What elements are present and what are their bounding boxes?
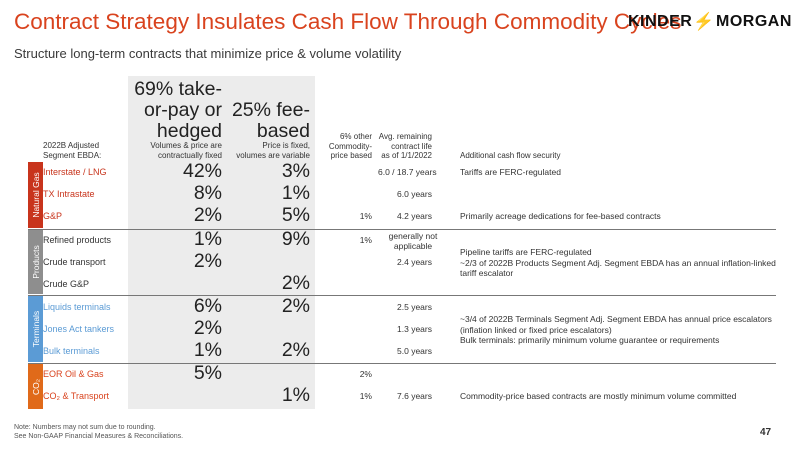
contract-life-value: 1.3 years — [397, 324, 432, 334]
group-label-products: Products — [28, 230, 43, 294]
fee-based-value: 1% — [281, 384, 310, 406]
security-note-natural-gas-1: Tariffs are FERC-regulated — [460, 167, 561, 177]
fee-based-value: 2% — [281, 295, 310, 317]
security-note-co2: Commodity-price based contracts are most… — [460, 391, 737, 401]
take-or-pay-value: 6% — [193, 295, 222, 317]
group-label-natural-gas: Natural Gas — [28, 162, 43, 228]
logo-text-left: KINDER — [628, 13, 693, 30]
page-number: 47 — [760, 427, 772, 438]
segment-tx-intrastate: TX Intrastate — [43, 189, 95, 199]
take-or-pay-value: 42% — [182, 160, 222, 182]
other-commodity-value: 1% — [359, 391, 372, 401]
other-commodity-value: 2% — [359, 369, 372, 379]
segment-interstate-lng: Interstate / LNG — [43, 167, 107, 177]
take-or-pay-value: 2% — [193, 204, 222, 226]
fee-based-value: 2% — [281, 339, 310, 361]
contract-life-value: 4.2 years — [397, 211, 432, 221]
contract-life-value: 6.0 / 18.7 years — [378, 167, 437, 177]
highlight-column-shading — [128, 76, 315, 409]
contract-life-value: 7.6 years — [397, 391, 432, 401]
contract-life-value: 5.0 years — [397, 346, 432, 356]
fee-based-value: 3% — [281, 160, 310, 182]
header-other: 6% other Commodity- price based — [328, 132, 372, 160]
segment-gp: G&P — [43, 211, 63, 221]
header-take-or-pay: 69% take- or-pay or hedged — [134, 78, 222, 142]
take-or-pay-value: 5% — [193, 362, 222, 384]
segment-co2-transport: CO₂ & Transport — [43, 391, 110, 401]
take-or-pay-value: 2% — [193, 317, 222, 339]
segment-eor-oil-gas: EOR Oil & Gas — [43, 369, 104, 379]
lightning-bolt-icon: ⚡ — [693, 12, 716, 31]
fee-based-value: 9% — [281, 228, 310, 250]
header-cash-flow-security: Additional cash flow security — [460, 151, 561, 160]
group-separator — [28, 363, 776, 364]
footnote: Note: Numbers may not sum due to roundin… — [14, 424, 184, 440]
security-note-natural-gas-2: Primarily acreage dedications for fee-ba… — [460, 211, 661, 221]
contract-life-value: generally not applicable — [388, 231, 438, 251]
page-subtitle: Structure long-term contracts that minim… — [14, 46, 402, 61]
fee-based-value: 1% — [281, 182, 310, 204]
security-note-products: Pipeline tariffs are FERC-regulated ~2/3… — [460, 247, 776, 278]
take-or-pay-value: 1% — [193, 339, 222, 361]
header-contract-life: Avg. remaining contract life as of 1/1/2… — [378, 132, 432, 160]
contract-life-value: 2.5 years — [397, 302, 432, 312]
segment-jones-act-tankers: Jones Act tankers — [43, 324, 115, 334]
header-segment: 2022B Adjusted Segment EBDA: — [43, 141, 102, 160]
company-logo: KINDER ⚡ MORGAN — [628, 12, 792, 32]
segment-crude-transport: Crude transport — [43, 257, 106, 267]
logo-text-right: MORGAN — [716, 13, 792, 30]
group-separator — [28, 295, 776, 296]
fee-based-value: 2% — [281, 272, 310, 294]
segment-bulk-terminals: Bulk terminals — [43, 346, 100, 356]
header-fee-based-sub: Price is fixed, volumes are variable — [236, 141, 310, 160]
group-label-co2: CO₂ — [28, 364, 43, 409]
other-commodity-value: 1% — [359, 235, 372, 245]
group-label-terminals: Terminals — [28, 296, 43, 362]
take-or-pay-value: 8% — [193, 182, 222, 204]
take-or-pay-value: 2% — [193, 250, 222, 272]
take-or-pay-value: 1% — [193, 228, 222, 250]
header-fee-based: 25% fee- based — [231, 99, 310, 142]
segment-liquids-terminals: Liquids terminals — [43, 302, 111, 312]
segment-refined-products: Refined products — [43, 235, 112, 245]
group-separator — [28, 229, 776, 230]
page-title: Contract Strategy Insulates Cash Flow Th… — [14, 9, 682, 34]
contract-life-value: 2.4 years — [397, 257, 432, 267]
fee-based-value: 5% — [281, 204, 310, 226]
security-note-terminals: ~3/4 of 2022B Terminals Segment Adj. Seg… — [460, 314, 772, 345]
contract-life-value: 6.0 years — [397, 189, 432, 199]
other-commodity-value: 1% — [359, 211, 372, 221]
segment-crude-gp: Crude G&P — [43, 279, 90, 289]
header-take-or-pay-sub: Volumes & price are contractually fixed — [150, 141, 222, 160]
